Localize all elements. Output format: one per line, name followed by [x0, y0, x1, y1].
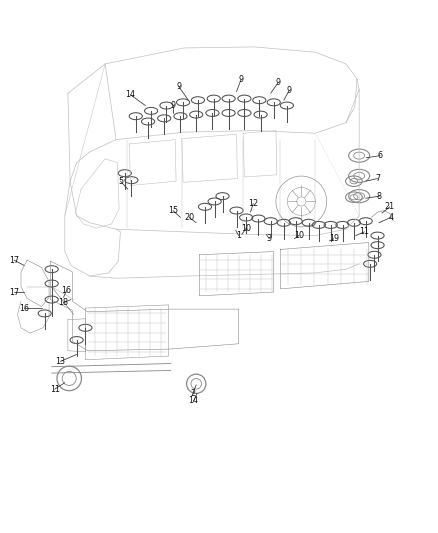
- Text: 21: 21: [385, 203, 395, 211]
- Text: 16: 16: [19, 304, 29, 312]
- Text: 17: 17: [9, 256, 19, 264]
- Text: 14: 14: [189, 397, 198, 405]
- Text: 9: 9: [238, 76, 244, 84]
- Text: 14: 14: [126, 91, 135, 99]
- Text: 9: 9: [276, 78, 281, 87]
- Text: 19: 19: [328, 235, 339, 243]
- Text: 8: 8: [377, 192, 382, 200]
- Text: 2: 2: [190, 389, 195, 398]
- Text: 5: 5: [118, 177, 123, 185]
- Text: 20: 20: [184, 213, 194, 222]
- Text: 16: 16: [62, 286, 71, 295]
- Text: 1: 1: [236, 231, 241, 240]
- Text: 18: 18: [59, 298, 68, 307]
- Text: 11: 11: [360, 228, 369, 236]
- Text: 17: 17: [9, 288, 19, 296]
- Text: 10: 10: [241, 224, 251, 232]
- Text: 12: 12: [248, 199, 258, 208]
- Text: 9: 9: [176, 82, 181, 91]
- Text: 10: 10: [294, 231, 304, 240]
- Text: 3: 3: [267, 235, 272, 243]
- Text: 15: 15: [168, 206, 178, 215]
- Text: 7: 7: [375, 174, 380, 183]
- Text: 4: 4: [388, 213, 393, 222]
- Text: 11: 11: [50, 385, 60, 393]
- Text: 13: 13: [56, 357, 65, 366]
- Text: 9: 9: [286, 86, 292, 95]
- Text: 9: 9: [170, 101, 176, 110]
- Text: 6: 6: [378, 151, 383, 160]
